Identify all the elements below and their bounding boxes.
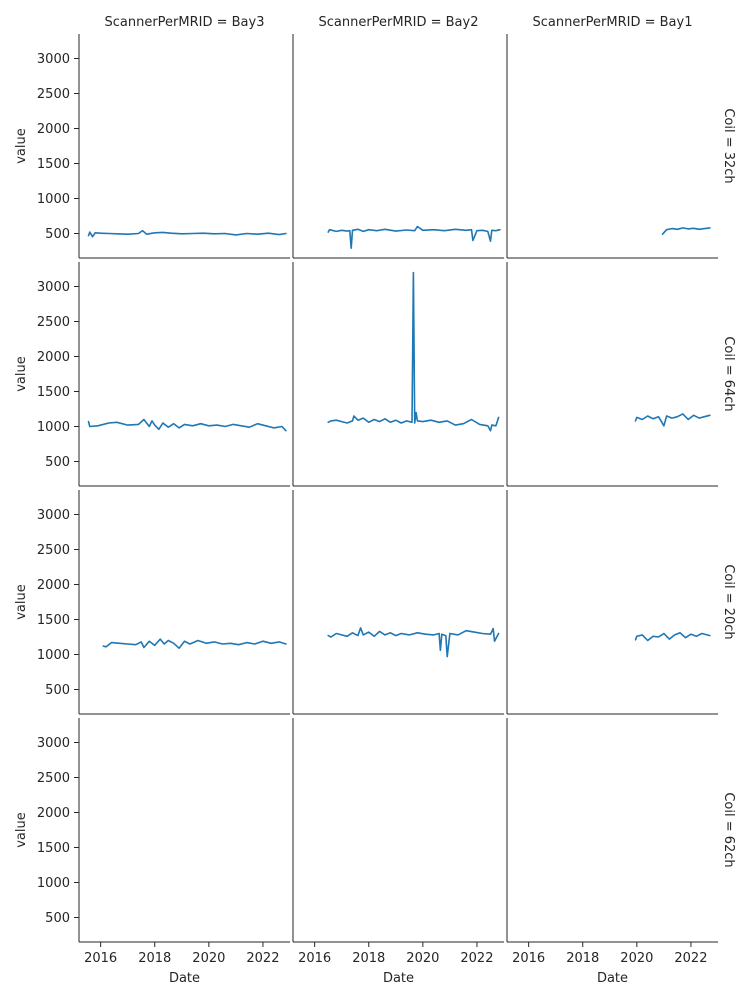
x-tick-label: 2020 — [192, 951, 225, 966]
series-line-32ch-Bay1 — [661, 227, 711, 235]
y-tick-label: 2000 — [37, 806, 70, 821]
y-tick-label: 2500 — [37, 771, 70, 786]
x-tick-label: 2020 — [620, 951, 653, 966]
facet-20ch-Bay1: Coil = 20ch — [506, 490, 736, 715]
x-axis-label: Date — [383, 971, 414, 986]
y-tick-label: 3000 — [37, 280, 70, 295]
y-tick-label: 1000 — [37, 876, 70, 891]
x-axis-label: Date — [169, 971, 200, 986]
y-axis-label: value — [14, 128, 29, 164]
x-tick-label: 2018 — [352, 951, 385, 966]
facet-62ch-Bay3: 500 1000 1500 2000 2500 3000 2016 2018 2020 2022 D… — [14, 718, 290, 986]
facet-64ch-Bay3: 500 1000 1500 2000 2500 3000 value — [14, 262, 290, 487]
series-line-20ch-Bay1 — [634, 631, 711, 642]
x-tick-label: 2018 — [566, 951, 599, 966]
series-line-64ch-Bay3 — [87, 418, 287, 432]
y-tick-label: 3000 — [37, 736, 70, 751]
row-facet-title: Coil = 62ch — [721, 792, 736, 867]
x-tick-label: 2022 — [460, 951, 493, 966]
row-facet-title: Coil = 64ch — [721, 336, 736, 411]
column-facet-title: ScannerPerMRID = Bay1 — [532, 15, 692, 30]
y-tick-label: 500 — [45, 683, 70, 698]
y-tick-label: 2000 — [37, 350, 70, 365]
y-tick-label: 2500 — [37, 315, 70, 330]
facet-62ch-Bay1: 2016 2018 2020 2022 Date Coil = 62ch — [506, 718, 736, 986]
y-tick-label: 1000 — [37, 648, 70, 663]
x-tick-label: 2022 — [674, 951, 707, 966]
facet-20ch-Bay2 — [292, 490, 504, 715]
y-tick-label: 500 — [45, 455, 70, 470]
facet-64ch-Bay1: Coil = 64ch — [506, 262, 736, 487]
y-tick-label: 3000 — [37, 52, 70, 67]
facet-62ch-Bay2: 2016 2018 2020 2022 Date — [292, 718, 504, 986]
facet-32ch-Bay1: ScannerPerMRID = Bay1 Coil = 32ch — [506, 15, 736, 259]
y-tick-label: 1000 — [37, 420, 70, 435]
y-tick-label: 2000 — [37, 578, 70, 593]
y-tick-label: 500 — [45, 227, 70, 242]
y-tick-label: 1500 — [37, 385, 70, 400]
y-tick-label: 1500 — [37, 841, 70, 856]
y-tick-label: 2500 — [37, 87, 70, 102]
y-axis-label: value — [14, 584, 29, 620]
series-line-20ch-Bay2 — [327, 627, 500, 658]
series-line-20ch-Bay3 — [102, 638, 287, 650]
series-line-32ch-Bay3 — [87, 229, 287, 238]
x-tick-label: 2018 — [138, 951, 171, 966]
y-tick-label: 500 — [45, 911, 70, 926]
y-tick-label: 2000 — [37, 122, 70, 137]
column-facet-title: ScannerPerMRID = Bay2 — [318, 15, 478, 30]
x-tick-label: 2022 — [246, 951, 279, 966]
y-tick-label: 1000 — [37, 192, 70, 207]
y-tick-label: 1500 — [37, 613, 70, 628]
facet-32ch-Bay3: 500 1000 1500 2000 2500 3000 value ScannerPerMR… — [14, 15, 290, 259]
x-tick-label: 2016 — [298, 951, 331, 966]
column-facet-title: ScannerPerMRID = Bay3 — [104, 15, 264, 30]
series-line-64ch-Bay1 — [634, 413, 711, 427]
facet-64ch-Bay2 — [292, 262, 504, 487]
facet-32ch-Bay2: ScannerPerMRID = Bay2 — [292, 15, 504, 259]
x-tick-label: 2016 — [84, 951, 117, 966]
x-tick-label: 2016 — [512, 951, 545, 966]
y-axis-label: value — [14, 356, 29, 392]
series-line-64ch-Bay2 — [327, 271, 500, 432]
facet-20ch-Bay3: 500 1000 1500 2000 2500 3000 value — [14, 490, 290, 715]
x-tick-label: 2020 — [406, 951, 439, 966]
row-facet-title: Coil = 32ch — [721, 108, 736, 183]
y-axis-label: value — [14, 812, 29, 848]
y-tick-label: 2500 — [37, 543, 70, 558]
y-tick-label: 1500 — [37, 157, 70, 172]
series-line-32ch-Bay2 — [327, 225, 501, 249]
y-tick-label: 3000 — [37, 508, 70, 523]
x-axis-label: Date — [597, 971, 628, 986]
row-facet-title: Coil = 20ch — [721, 564, 736, 639]
